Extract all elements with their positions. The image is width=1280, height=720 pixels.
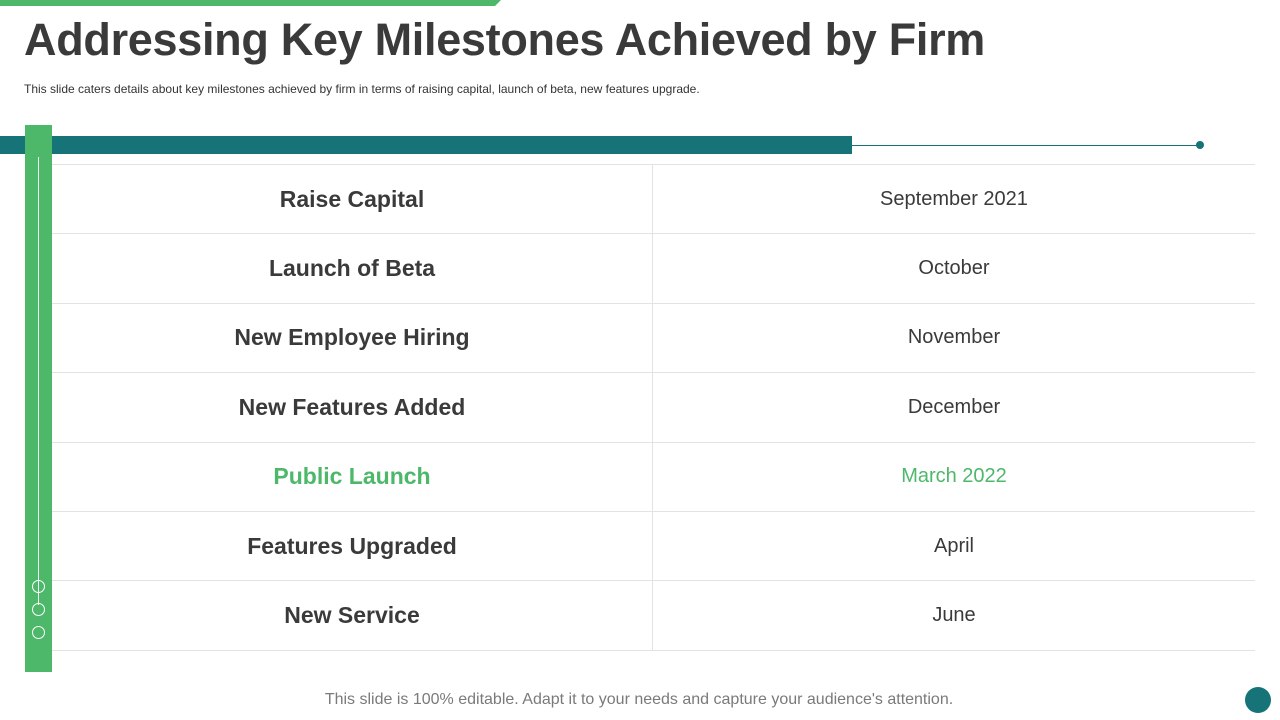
ring-icon bbox=[32, 580, 45, 593]
milestone-name: Public Launch bbox=[52, 442, 653, 511]
milestone-name: New Features Added bbox=[52, 373, 653, 442]
milestone-date: April bbox=[933, 534, 974, 557]
teal-header-dot bbox=[1196, 141, 1204, 149]
milestone-date: September 2021 bbox=[880, 187, 1028, 210]
milestone-date: March 2022 bbox=[901, 465, 1007, 488]
footer-note: This slide is 100% editable. Adapt it to… bbox=[324, 691, 954, 708]
milestone-row: New Employee Hiring November bbox=[52, 303, 1255, 374]
corner-circle-icon bbox=[1245, 687, 1271, 713]
milestones-table: Raise Capital September 2021 Launch of B… bbox=[52, 164, 1255, 651]
milestone-row: Raise Capital September 2021 bbox=[52, 165, 1255, 235]
milestone-name: New Service bbox=[52, 581, 653, 650]
milestone-row: Launch of Beta October bbox=[52, 234, 1255, 304]
slide-title: Addressing Key Milestones Achieved by Fi… bbox=[24, 14, 986, 65]
milestone-row: New Service June bbox=[52, 581, 1255, 651]
top-accent-bar bbox=[0, 0, 501, 6]
milestone-date: December bbox=[907, 395, 1001, 418]
milestone-row: New Features Added December bbox=[52, 373, 1255, 443]
teal-header-bar bbox=[0, 136, 852, 154]
milestone-date: November bbox=[907, 326, 1001, 349]
vertical-guide-line bbox=[38, 157, 39, 605]
ring-icon bbox=[32, 603, 45, 616]
milestone-name: Raise Capital bbox=[52, 165, 653, 234]
milestone-name: Launch of Beta bbox=[52, 234, 653, 303]
ring-icon bbox=[32, 626, 45, 639]
milestone-date: June bbox=[932, 604, 976, 627]
milestone-date: October bbox=[918, 257, 990, 280]
milestone-row-highlighted: Public Launch March 2022 bbox=[52, 442, 1255, 512]
teal-header-line bbox=[852, 145, 1200, 146]
green-vertical-bar bbox=[25, 125, 52, 672]
milestone-name: New Employee Hiring bbox=[52, 303, 653, 373]
milestone-row: Features Upgraded April bbox=[52, 511, 1255, 582]
milestone-name: Features Upgraded bbox=[52, 511, 653, 581]
slide-subtitle: This slide caters details about key mile… bbox=[24, 82, 700, 96]
